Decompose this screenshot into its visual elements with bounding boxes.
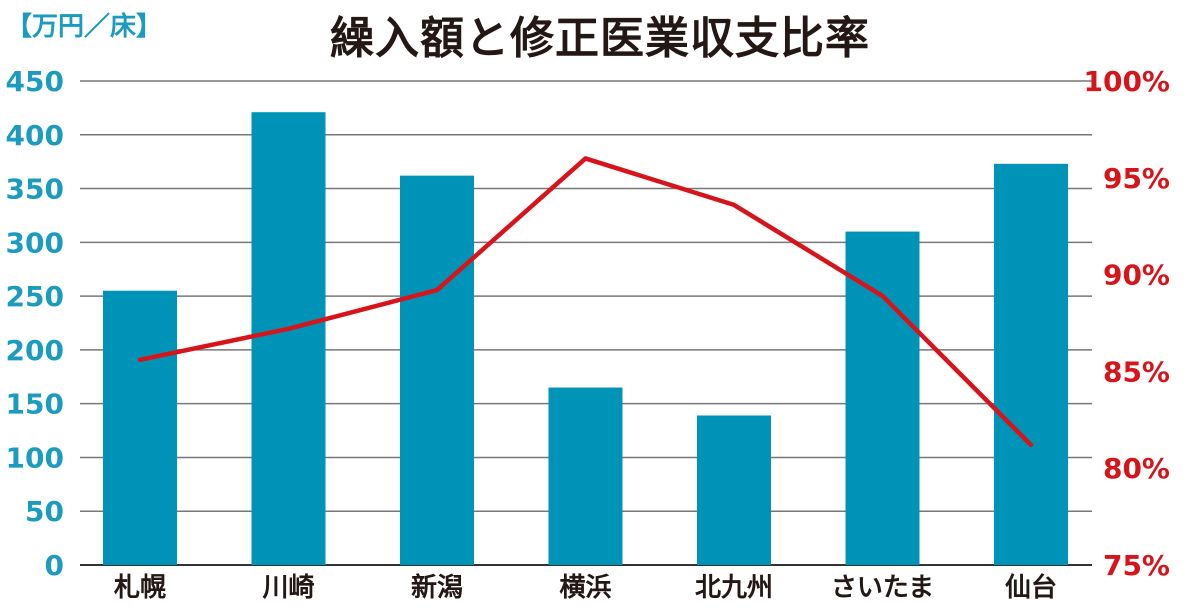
bar <box>697 415 771 565</box>
y-axis-unit-label: 【万円／床】 <box>6 12 163 42</box>
y-left-tick-label: 50 <box>25 495 64 528</box>
y-left-tick-label: 300 <box>6 226 64 259</box>
x-tick-label: 札幌 <box>114 573 166 603</box>
y-left-tick-label: 150 <box>6 388 64 421</box>
bar <box>548 387 623 565</box>
y-right-tick-label: 80% <box>1103 452 1170 485</box>
y-right-tick-label: 100% <box>1083 65 1170 98</box>
bar <box>994 163 1068 565</box>
bar <box>251 112 326 566</box>
bar <box>845 231 920 566</box>
y-right-tick-label: 75% <box>1103 549 1170 582</box>
y-left-tick-label: 350 <box>6 173 64 206</box>
x-tick-label: さいたま <box>831 573 934 603</box>
y-left-tick-label: 100 <box>6 441 64 474</box>
x-tick-label: 横浜 <box>559 573 611 603</box>
y-right-tick-label: 85% <box>1103 355 1170 388</box>
bar <box>400 175 474 565</box>
y-left-tick-label: 0 <box>45 549 64 582</box>
y-right-tick-label: 95% <box>1103 162 1170 195</box>
y-left-tick-label: 200 <box>6 334 64 367</box>
x-tick-label: 仙台 <box>1005 572 1057 603</box>
x-tick-label: 北九州 <box>695 573 773 603</box>
y-left-tick-label: 450 <box>6 65 64 98</box>
x-tick-label: 新潟 <box>411 572 463 603</box>
y-left-tick-label: 250 <box>6 280 64 313</box>
y-right-tick-label: 90% <box>1103 259 1170 292</box>
x-tick-label: 川崎 <box>262 573 314 603</box>
bar <box>103 290 177 565</box>
chart-title: 繰入額と修正医業収支比率 <box>330 13 870 64</box>
y-left-tick-label: 400 <box>6 119 64 152</box>
